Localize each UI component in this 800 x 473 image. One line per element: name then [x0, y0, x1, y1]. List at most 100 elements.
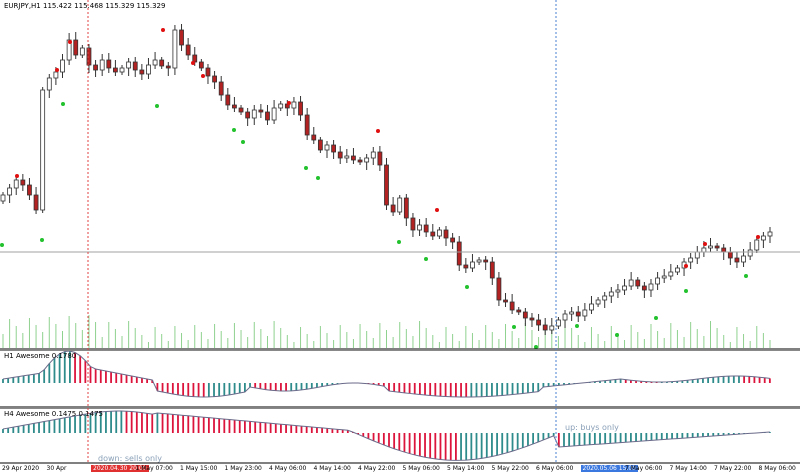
- fractal-dot-down: [68, 40, 72, 44]
- candle-body: [397, 197, 403, 213]
- fractal-dots: [0, 28, 760, 349]
- candle-body: [575, 311, 581, 317]
- fractal-dot-up: [684, 289, 688, 293]
- candle-body: [357, 159, 363, 163]
- candle-body: [522, 311, 528, 319]
- candle-body: [688, 257, 694, 263]
- fractal-dot-up: [316, 176, 320, 180]
- candle-body: [119, 67, 125, 73]
- candle-body: [377, 151, 383, 166]
- fractal-dot-down: [287, 101, 291, 105]
- fractal-dot-down: [161, 28, 165, 32]
- candle-body: [192, 54, 198, 63]
- fractal-dot-up: [744, 274, 748, 278]
- candle-body: [701, 247, 707, 253]
- candle-body: [403, 197, 409, 219]
- candle-body: [476, 259, 482, 263]
- candle-body: [53, 71, 59, 79]
- fractal-dot-up: [512, 325, 516, 329]
- candle-body: [760, 235, 766, 241]
- time-label: 5 May 06:00: [402, 465, 440, 472]
- candle-body: [106, 59, 112, 69]
- fractal-dot-up: [40, 238, 44, 242]
- candle-body: [767, 231, 773, 237]
- candle-body: [99, 59, 105, 71]
- candle-body: [721, 247, 727, 253]
- candle-body: [496, 277, 502, 301]
- fractal-dot-down: [684, 264, 688, 268]
- time-label: 4 May 14:00: [313, 465, 351, 472]
- time-label: 4 May 06:00: [269, 465, 307, 472]
- time-label: 1 May 15:00: [180, 465, 218, 472]
- candle-body: [370, 151, 376, 159]
- fractal-dot-up: [232, 128, 236, 132]
- candle-body: [503, 299, 508, 303]
- candle-body: [450, 237, 456, 243]
- candle-body: [251, 109, 257, 119]
- candle-body: [615, 289, 621, 293]
- candle-body: [337, 151, 343, 159]
- time-label: 6 May 06:00: [536, 465, 574, 472]
- candle-body: [734, 257, 740, 263]
- time-label: 1 May 23:00: [224, 465, 262, 472]
- time-label: 30 Apr: [46, 465, 67, 472]
- candle-body: [185, 44, 191, 56]
- candle-body: [132, 61, 138, 71]
- fractal-dot-up: [534, 345, 538, 349]
- candle-body: [390, 204, 396, 213]
- candle-body: [113, 67, 118, 73]
- candle-body: [516, 309, 522, 313]
- candle-body: [205, 67, 211, 77]
- fractal-dot-down: [191, 61, 195, 65]
- candle-body: [436, 229, 442, 237]
- candle-body: [351, 155, 356, 161]
- time-label: 7 May 06:00: [625, 465, 663, 472]
- candle-body: [344, 155, 350, 159]
- fractal-dot-up: [615, 333, 619, 337]
- candle-body: [172, 29, 178, 69]
- h1-indicator-label: H1 Awesome 0.1780: [4, 352, 77, 360]
- candle-body: [470, 261, 475, 269]
- time-label: 8 May 06:00: [758, 465, 796, 472]
- fractal-dot-up: [0, 243, 4, 247]
- time-label: 5 May 14:00: [447, 465, 485, 472]
- candle-body: [86, 47, 92, 66]
- fractal-dot-up: [575, 324, 579, 328]
- candle-body: [542, 324, 548, 331]
- candle-body: [608, 291, 614, 297]
- candle-body: [582, 309, 588, 317]
- candle-body: [754, 239, 760, 251]
- candle-body: [635, 279, 641, 287]
- candle-body: [747, 249, 753, 257]
- candle-body: [675, 267, 680, 273]
- candle-body: [331, 144, 337, 153]
- candle-body: [589, 303, 594, 311]
- candle-body: [628, 279, 634, 287]
- candle-body: [146, 64, 151, 75]
- candle-body: [33, 194, 39, 211]
- candle-body: [536, 319, 541, 326]
- candle-body: [562, 313, 568, 321]
- candle-body: [549, 325, 555, 331]
- candle-body: [225, 94, 231, 106]
- candle-body: [218, 81, 224, 96]
- candle-body: [317, 139, 323, 151]
- candle-body: [60, 59, 65, 73]
- candle-body: [93, 64, 98, 71]
- h1-awesome-histogram: [2, 350, 771, 398]
- candle-body: [489, 261, 495, 279]
- candle-body: [417, 224, 422, 231]
- h1-ao-bar-line: [2, 350, 770, 398]
- candle-body: [714, 245, 720, 249]
- candle-body: [13, 179, 19, 189]
- fractal-dot-down: [376, 129, 380, 133]
- candle-body: [668, 271, 674, 277]
- candle-body: [622, 285, 627, 291]
- fractal-dot-down: [15, 174, 19, 178]
- time-label: 5 May 22:00: [491, 465, 529, 472]
- volume-bars: [2, 315, 771, 348]
- candle-body: [595, 299, 601, 305]
- candle-body: [79, 47, 85, 56]
